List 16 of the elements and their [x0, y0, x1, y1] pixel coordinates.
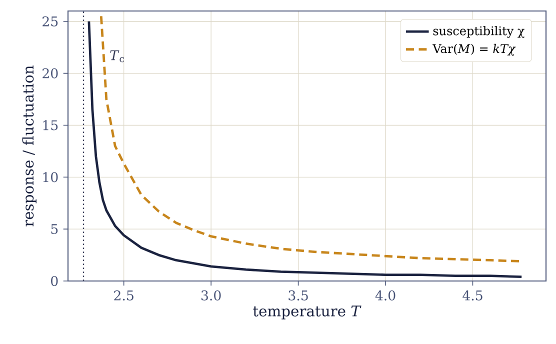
x-tick-label: 2.5 [114, 290, 134, 300]
legend-label: susceptibility χ [433, 26, 524, 38]
x-axis-title: temperature T [253, 306, 362, 320]
y-tick-label: 25 [42, 16, 58, 26]
x-tick-label: 3.0 [201, 290, 221, 300]
x-tick-label: 3.5 [288, 290, 308, 300]
y-axis-title: response / fluctuation [22, 66, 37, 226]
y-tick-label: 20 [42, 68, 58, 78]
y-tick-label: 10 [43, 172, 58, 182]
y-tick-label: 0 [51, 276, 58, 286]
y-tick-label: 15 [43, 120, 58, 130]
y-tick-label: 5 [51, 224, 58, 234]
legend-label: Var(M) = kTχ [432, 44, 516, 56]
x-tick-label: 4.5 [462, 290, 482, 300]
x-tick-label: 4.0 [375, 290, 396, 300]
ref-line-label: T$_{c}$ [110, 50, 124, 62]
